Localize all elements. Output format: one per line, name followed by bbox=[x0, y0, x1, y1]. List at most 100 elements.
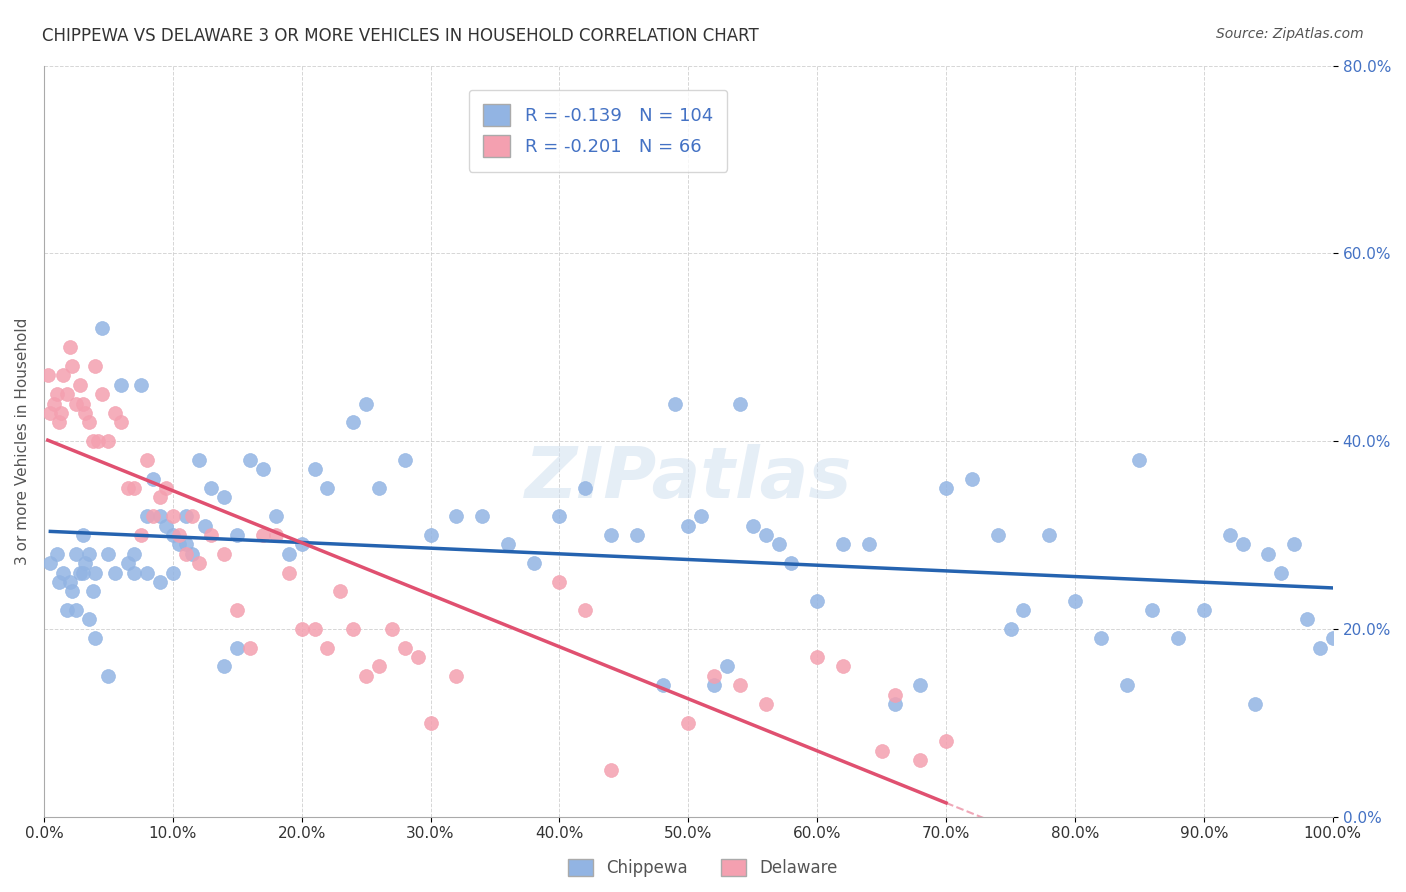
Point bbox=[167, 537, 190, 551]
Point bbox=[181, 509, 204, 524]
Point bbox=[368, 659, 391, 673]
Point bbox=[728, 396, 751, 410]
Point bbox=[910, 678, 932, 692]
Point bbox=[84, 359, 107, 373]
Point bbox=[678, 518, 700, 533]
Point bbox=[316, 640, 339, 655]
Point bbox=[142, 509, 165, 524]
Point bbox=[48, 574, 70, 589]
Point bbox=[239, 640, 262, 655]
Point bbox=[806, 650, 828, 665]
Point bbox=[690, 509, 713, 524]
Point bbox=[56, 603, 79, 617]
Point bbox=[574, 603, 596, 617]
Point bbox=[264, 528, 287, 542]
Point bbox=[97, 434, 120, 449]
Point bbox=[45, 387, 67, 401]
Point bbox=[65, 547, 87, 561]
Point bbox=[419, 715, 441, 730]
Point bbox=[214, 547, 236, 561]
Point bbox=[1115, 678, 1137, 692]
Point bbox=[264, 509, 287, 524]
Point bbox=[1322, 632, 1344, 646]
Point bbox=[381, 622, 404, 636]
Point bbox=[75, 556, 97, 570]
Point bbox=[110, 415, 132, 429]
Point bbox=[574, 481, 596, 495]
Point bbox=[45, 547, 67, 561]
Point bbox=[136, 509, 159, 524]
Point bbox=[304, 622, 326, 636]
Point bbox=[806, 593, 828, 607]
Point bbox=[446, 509, 468, 524]
Point bbox=[354, 396, 377, 410]
Point bbox=[90, 387, 112, 401]
Point bbox=[149, 509, 172, 524]
Point bbox=[174, 547, 197, 561]
Point bbox=[1167, 632, 1189, 646]
Point bbox=[780, 556, 803, 570]
Point bbox=[60, 359, 83, 373]
Point bbox=[304, 462, 326, 476]
Point bbox=[406, 650, 429, 665]
Point bbox=[65, 603, 87, 617]
Point bbox=[72, 528, 94, 542]
Point bbox=[354, 669, 377, 683]
Point bbox=[1128, 453, 1150, 467]
Point bbox=[56, 387, 79, 401]
Point bbox=[77, 415, 100, 429]
Point bbox=[768, 537, 790, 551]
Text: Source: ZipAtlas.com: Source: ZipAtlas.com bbox=[1216, 27, 1364, 41]
Point bbox=[664, 396, 686, 410]
Point bbox=[626, 528, 648, 542]
Point bbox=[60, 584, 83, 599]
Point bbox=[65, 396, 87, 410]
Point bbox=[1244, 697, 1267, 711]
Point bbox=[600, 763, 623, 777]
Point bbox=[174, 509, 197, 524]
Point bbox=[446, 669, 468, 683]
Point bbox=[755, 697, 778, 711]
Point bbox=[1142, 603, 1164, 617]
Point bbox=[149, 491, 172, 505]
Point bbox=[741, 518, 763, 533]
Point bbox=[1296, 612, 1319, 626]
Point bbox=[252, 528, 274, 542]
Point bbox=[59, 340, 82, 354]
Point bbox=[342, 415, 364, 429]
Point bbox=[291, 537, 314, 551]
Point bbox=[291, 622, 314, 636]
Point bbox=[1090, 632, 1112, 646]
Point bbox=[75, 406, 97, 420]
Point bbox=[832, 537, 855, 551]
Point bbox=[832, 659, 855, 673]
Point bbox=[523, 556, 546, 570]
Point bbox=[84, 632, 107, 646]
Point bbox=[678, 715, 700, 730]
Point bbox=[52, 566, 75, 580]
Point bbox=[129, 528, 152, 542]
Point bbox=[1282, 537, 1305, 551]
Point bbox=[122, 566, 145, 580]
Legend: R = -0.139   N = 104, R = -0.201   N = 66: R = -0.139 N = 104, R = -0.201 N = 66 bbox=[468, 90, 727, 171]
Point bbox=[329, 584, 352, 599]
Point bbox=[987, 528, 1010, 542]
Point bbox=[239, 453, 262, 467]
Point bbox=[104, 406, 127, 420]
Point bbox=[1064, 593, 1087, 607]
Text: CHIPPEWA VS DELAWARE 3 OR MORE VEHICLES IN HOUSEHOLD CORRELATION CHART: CHIPPEWA VS DELAWARE 3 OR MORE VEHICLES … bbox=[42, 27, 759, 45]
Point bbox=[935, 734, 957, 748]
Point bbox=[155, 481, 177, 495]
Point bbox=[703, 678, 725, 692]
Point bbox=[142, 472, 165, 486]
Point bbox=[122, 481, 145, 495]
Point bbox=[316, 481, 339, 495]
Point bbox=[1192, 603, 1215, 617]
Point bbox=[883, 688, 905, 702]
Legend: Chippewa, Delaware: Chippewa, Delaware bbox=[561, 852, 845, 884]
Point bbox=[136, 453, 159, 467]
Point bbox=[117, 481, 139, 495]
Point bbox=[162, 509, 184, 524]
Point bbox=[226, 640, 249, 655]
Point bbox=[755, 528, 778, 542]
